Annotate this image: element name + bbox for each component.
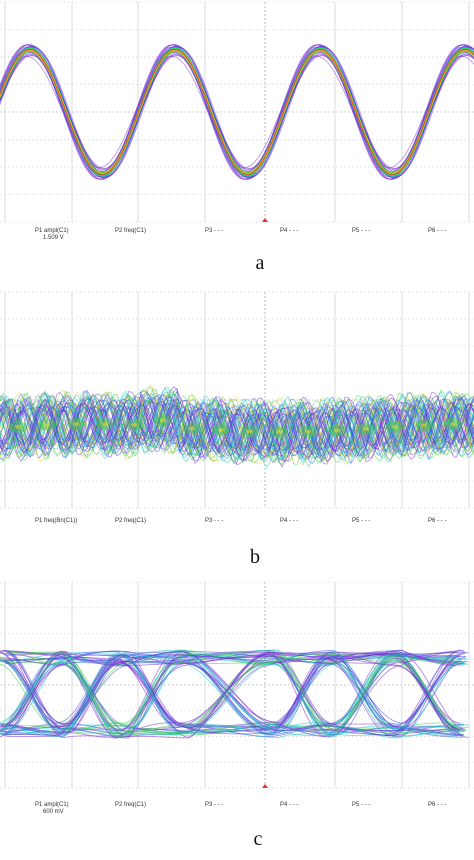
measurement-3: P3 - - - bbox=[205, 802, 223, 809]
trigger-marker bbox=[262, 218, 268, 222]
trace-line bbox=[0, 650, 459, 737]
measurement-label: P6 - - - bbox=[428, 518, 447, 524]
chart-c-plot bbox=[0, 581, 474, 789]
eye-crossing-core bbox=[189, 426, 195, 431]
eye-crossing-core bbox=[305, 429, 311, 434]
grid bbox=[0, 1, 474, 223]
trace-line bbox=[0, 393, 474, 463]
grid bbox=[0, 581, 474, 789]
trace-line bbox=[5, 649, 469, 734]
eye-crossing-core bbox=[363, 426, 369, 431]
eye-crossing-core bbox=[102, 422, 108, 427]
trace-line bbox=[0, 400, 474, 454]
caption-a: a bbox=[255, 252, 265, 274]
measurement-1: P1 freq(Bn(C1)) bbox=[35, 518, 77, 525]
eye-crossing-core bbox=[247, 429, 253, 434]
measurement-1: P1 ampl(C1) 1.509 V bbox=[35, 228, 69, 242]
trigger-marker bbox=[262, 784, 268, 788]
trace-line bbox=[0, 397, 474, 454]
measurement-label: P1 freq(Bn(C1)) bbox=[35, 518, 78, 524]
panel-b: P1 freq(Bn(C1)) P2 freq(C1) P3 - - - P4 - -… bbox=[0, 290, 474, 580]
measurement-2: P2 freq(C1) bbox=[115, 802, 146, 809]
trace-line bbox=[0, 664, 466, 734]
eye-crossing-core bbox=[131, 422, 137, 427]
measurement-2: P2 freq(C1) bbox=[115, 228, 146, 235]
measurement-2: P2 freq(C1) bbox=[115, 518, 146, 525]
measurement-4: P4 - - - bbox=[280, 518, 298, 525]
waveform-a bbox=[0, 44, 474, 180]
trace-line bbox=[0, 49, 474, 175]
measurement-label: P3 - - - bbox=[205, 802, 224, 808]
measurement-4: P4 - - - bbox=[280, 802, 298, 809]
eye-crossing-core bbox=[421, 423, 427, 428]
measurement-value: 1.509 V bbox=[43, 235, 64, 241]
measurement-label: P4 - - - bbox=[280, 228, 299, 234]
eye-crossing-core bbox=[218, 428, 224, 433]
eye-crossing-core bbox=[15, 424, 21, 429]
eye-crossing-core bbox=[160, 418, 166, 423]
eye-crossing-core bbox=[450, 422, 456, 427]
panel-a: P1 ampl(C1) 1.509 V P2 freq(C1) P3 - - - P4 … bbox=[0, 0, 474, 280]
measurement-label: P3 - - - bbox=[205, 518, 224, 524]
measurement-1: P1 ampl(C1) 600 mV bbox=[35, 802, 69, 816]
caption-b: b bbox=[250, 546, 260, 568]
chart-a-plot bbox=[0, 1, 474, 223]
measurement-5: P5 - - - bbox=[352, 518, 370, 525]
trace-line bbox=[5, 650, 469, 738]
eye-crossing-core bbox=[73, 422, 79, 427]
panel-c: P1 ampl(C1) 600 mV P2 freq(C1) P3 - - - P4 -… bbox=[0, 580, 474, 860]
caption-c: c bbox=[253, 828, 263, 850]
eye-crossing-core bbox=[392, 424, 398, 429]
measurement-6: P6 - - - bbox=[428, 228, 446, 235]
measurement-6: P6 - - - bbox=[428, 802, 446, 809]
measurement-label: P3 - - - bbox=[205, 228, 224, 234]
eye-crossing-core bbox=[334, 428, 340, 433]
trace-line bbox=[5, 650, 467, 733]
trace-line bbox=[0, 384, 474, 466]
measurement-label: P4 - - - bbox=[280, 802, 299, 808]
measurement-label: P6 - - - bbox=[428, 802, 447, 808]
eye-crossing-core bbox=[44, 423, 50, 428]
measurement-3: P3 - - - bbox=[205, 228, 223, 235]
measurement-label: P5 - - - bbox=[352, 802, 371, 808]
trace-line bbox=[0, 387, 474, 469]
measurement-label: P2 freq(C1) bbox=[115, 518, 147, 524]
trace-line bbox=[0, 55, 474, 169]
trace-line bbox=[0, 402, 474, 452]
waveform-c bbox=[0, 649, 469, 739]
measurement-label: P5 - - - bbox=[352, 518, 371, 524]
trace-line bbox=[0, 651, 465, 733]
chart-b-plot bbox=[0, 291, 474, 509]
measurement-label: P5 - - - bbox=[352, 228, 371, 234]
measurement-label: P2 freq(C1) bbox=[115, 228, 147, 234]
trace-line bbox=[0, 396, 474, 460]
trace-line bbox=[2, 650, 466, 736]
eye-crossing-core bbox=[276, 429, 282, 434]
trace-line bbox=[1, 653, 465, 735]
trace-line bbox=[0, 653, 458, 737]
trace-line bbox=[6, 651, 464, 730]
measurement-5: P5 - - - bbox=[352, 228, 370, 235]
waveform-b bbox=[0, 384, 474, 469]
measurement-6: P6 - - - bbox=[428, 518, 446, 525]
measurement-label: P1 ampl(C1) bbox=[35, 228, 69, 234]
measurement-4: P4 - - - bbox=[280, 228, 298, 235]
measurement-3: P3 - - - bbox=[205, 518, 223, 525]
measurement-value: 600 mV bbox=[43, 809, 64, 815]
trace-line bbox=[0, 386, 474, 466]
measurement-5: P5 - - - bbox=[352, 802, 370, 809]
measurement-label: P6 - - - bbox=[428, 228, 447, 234]
trace-line bbox=[0, 650, 456, 738]
measurement-label: P1 ampl(C1) bbox=[35, 802, 69, 808]
trace-line bbox=[0, 393, 474, 457]
measurement-label: P2 freq(C1) bbox=[115, 802, 147, 808]
measurement-label: P4 - - - bbox=[280, 518, 299, 524]
